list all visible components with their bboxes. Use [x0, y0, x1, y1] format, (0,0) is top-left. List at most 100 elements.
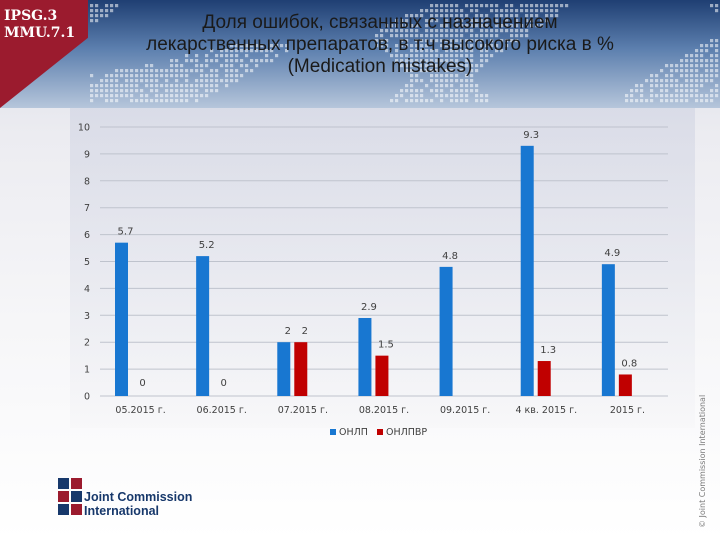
map-dot: [400, 24, 404, 28]
data-label: 0: [139, 378, 145, 389]
map-dot: [710, 94, 714, 98]
map-dot: [715, 69, 719, 73]
map-dot: [460, 49, 464, 53]
map-dot: [450, 4, 454, 8]
map-dot: [510, 39, 514, 43]
map-dot: [665, 89, 669, 93]
map-dot: [475, 34, 479, 38]
map-dot: [455, 14, 459, 18]
map-dot: [680, 94, 684, 98]
map-dot: [430, 9, 434, 13]
map-dot: [410, 64, 414, 68]
map-dot: [430, 59, 434, 63]
map-dot: [420, 44, 424, 48]
map-dot: [670, 94, 674, 98]
map-dot: [440, 94, 444, 98]
map-dot: [700, 84, 704, 88]
map-dot: [465, 74, 469, 78]
map-dot: [445, 4, 449, 8]
map-dot: [255, 59, 259, 63]
map-dot: [395, 19, 399, 23]
map-dot: [285, 44, 289, 48]
map-dot: [690, 94, 694, 98]
map-dot: [190, 69, 194, 73]
map-dot: [510, 24, 514, 28]
map-dot: [135, 89, 139, 93]
map-dot: [435, 14, 439, 18]
map-dot: [690, 89, 694, 93]
map-dot: [145, 99, 149, 103]
map-dot: [495, 4, 499, 8]
map-dot: [420, 14, 424, 18]
map-dot: [715, 59, 719, 63]
map-dot: [485, 59, 489, 63]
map-dot: [410, 49, 414, 53]
map-dot: [200, 64, 204, 68]
map-dot: [430, 14, 434, 18]
map-dot: [455, 59, 459, 63]
map-dot: [115, 94, 119, 98]
map-dot: [400, 44, 404, 48]
map-dot: [530, 4, 534, 8]
map-dot: [450, 54, 454, 58]
map-dot: [650, 99, 654, 103]
map-dot: [150, 99, 154, 103]
map-dot: [515, 9, 519, 13]
map-dot: [450, 14, 454, 18]
map-dot: [105, 84, 109, 88]
map-dot: [225, 54, 229, 58]
map-dot: [180, 94, 184, 98]
map-dot: [715, 64, 719, 68]
map-dot: [215, 54, 219, 58]
map-dot: [445, 84, 449, 88]
map-dot: [435, 9, 439, 13]
map-dot: [450, 44, 454, 48]
map-dot: [695, 84, 699, 88]
map-dot: [410, 84, 414, 88]
map-dot: [450, 94, 454, 98]
map-dot: [160, 74, 164, 78]
map-dot: [200, 84, 204, 88]
map-dot: [100, 9, 104, 13]
map-dot: [180, 89, 184, 93]
map-dot: [460, 64, 464, 68]
map-dot: [700, 79, 704, 83]
map-dot: [420, 94, 424, 98]
map-dot: [475, 19, 479, 23]
map-dot: [95, 84, 99, 88]
map-dot: [700, 54, 704, 58]
map-dot: [440, 59, 444, 63]
map-dot: [535, 9, 539, 13]
map-dot: [635, 89, 639, 93]
map-dot: [625, 94, 629, 98]
map-dot: [110, 89, 114, 93]
map-dot: [260, 49, 264, 53]
bar-onlp: [520, 145, 534, 396]
map-dot: [445, 54, 449, 58]
legend-label: ОНЛПВР: [386, 427, 427, 438]
map-dot: [130, 89, 134, 93]
map-dot: [390, 34, 394, 38]
map-dot: [185, 99, 189, 103]
map-dot: [115, 74, 119, 78]
map-dot: [420, 99, 424, 103]
map-dot: [465, 94, 469, 98]
map-dot: [510, 9, 514, 13]
map-dot: [145, 94, 149, 98]
data-label: 2.9: [361, 302, 377, 313]
map-dot: [445, 34, 449, 38]
map-dot: [430, 39, 434, 43]
map-dot: [480, 94, 484, 98]
map-dot: [480, 44, 484, 48]
map-dot: [670, 74, 674, 78]
map-dot: [400, 29, 404, 33]
bar-onlpvr: [618, 374, 632, 396]
bar-onlpvr: [294, 342, 308, 396]
map-dot: [215, 89, 219, 93]
map-dot: [690, 69, 694, 73]
map-dot: [715, 9, 719, 13]
map-dot: [710, 44, 714, 48]
map-dot: [495, 34, 499, 38]
x-tick-label: 08.2015 г.: [359, 405, 409, 416]
map-dot: [395, 34, 399, 38]
